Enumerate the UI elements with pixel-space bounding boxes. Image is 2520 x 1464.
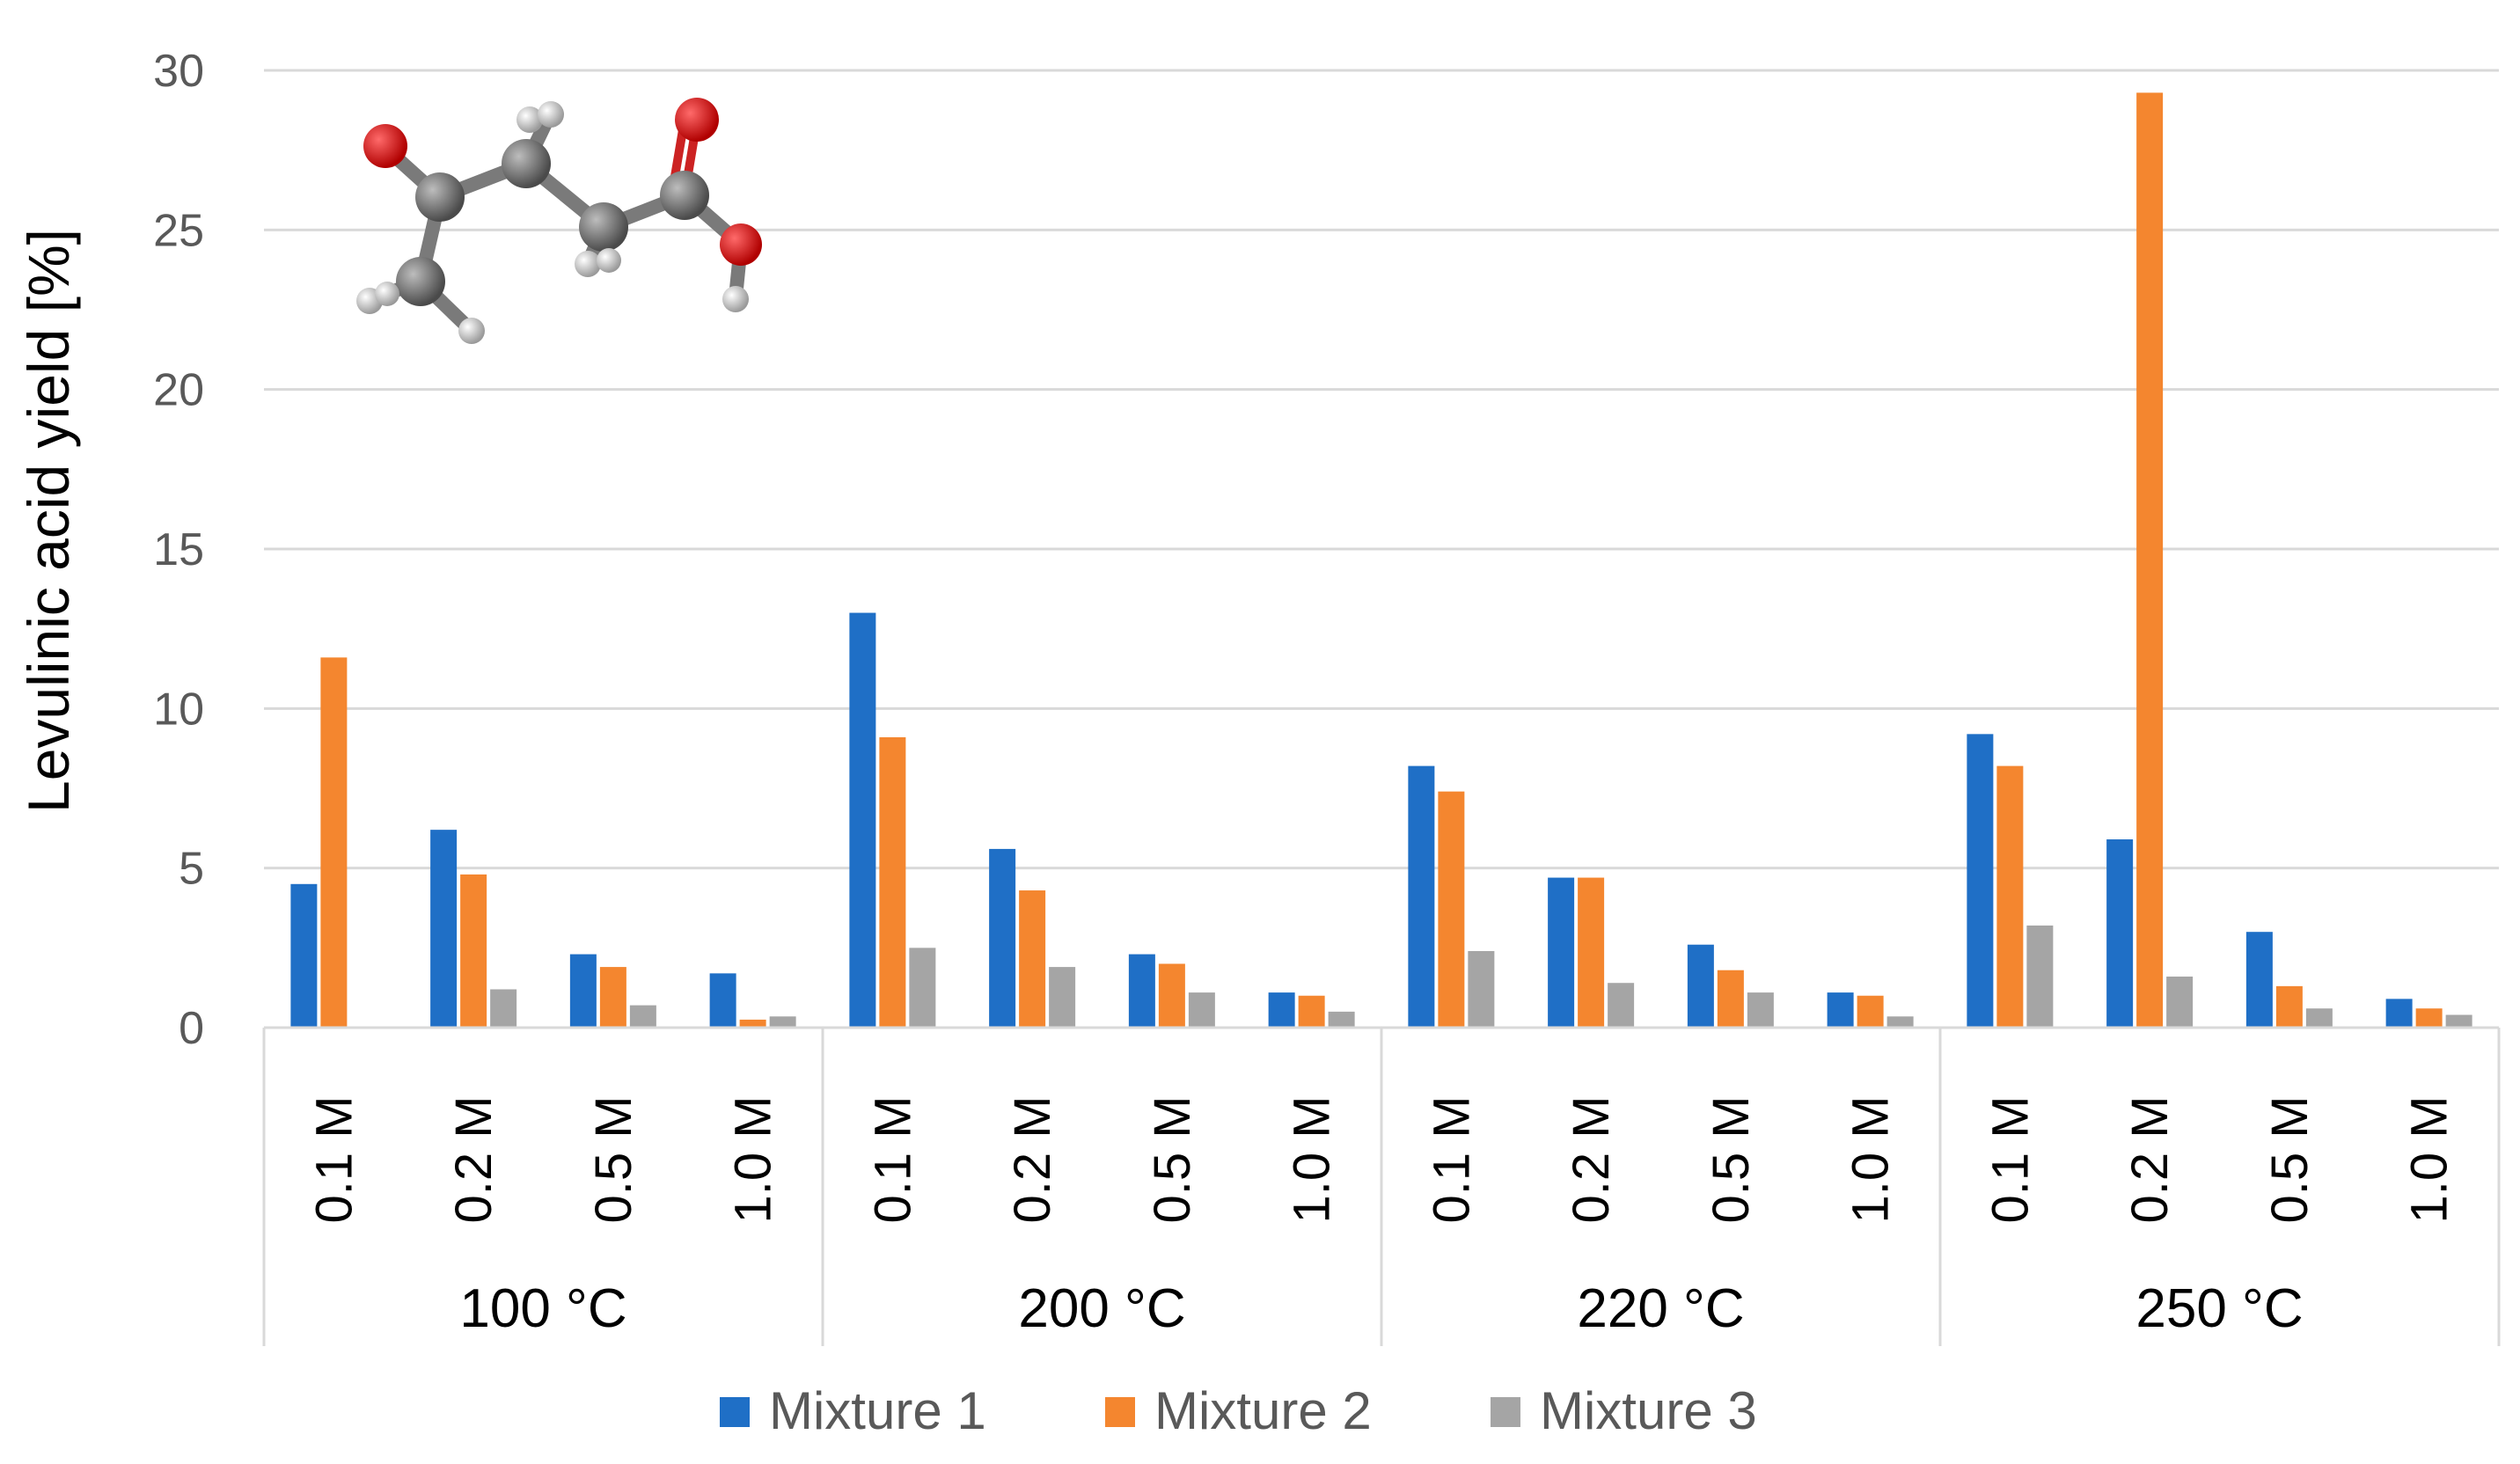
bar-mixture-3-11: [1886, 1016, 1914, 1028]
legend-label-2: Mixture 2: [1154, 1381, 1372, 1440]
y-tick-label: 25: [153, 205, 204, 256]
y-tick-label: 0: [179, 1003, 204, 1054]
y-tick-label: 5: [179, 844, 204, 895]
bar-mixture-2-14: [2275, 985, 2303, 1028]
category-label: 0.5 M: [585, 1095, 642, 1223]
category-label: 1.0 M: [1842, 1095, 1900, 1223]
bar-mixture-1-5: [989, 848, 1016, 1028]
bar-mixture-2-12: [1996, 765, 2024, 1028]
category-label: 0.5 M: [1703, 1095, 1760, 1223]
bar-mixture-3-13: [2166, 976, 2194, 1028]
category-label: 0.2 M: [445, 1095, 502, 1223]
legend-swatch-1: [720, 1397, 750, 1427]
category-label: 0.2 M: [1004, 1095, 1061, 1223]
bar-mixture-2-15: [2415, 1008, 2443, 1028]
category-label: 0.1 M: [305, 1095, 363, 1223]
group-labels: 100 °C 200 °C 220 °C 250 °C: [459, 1278, 2303, 1339]
y-tick-label: 30: [153, 46, 204, 97]
y-axis-label: Levulinic acid yield [%]: [16, 229, 81, 813]
category-label: 0.1 M: [864, 1095, 921, 1223]
bars: [290, 92, 2472, 1028]
y-tick-label: 10: [153, 684, 204, 735]
bar-mixture-2-9: [1578, 877, 1605, 1028]
bar-mixture-2-8: [1438, 791, 1465, 1028]
bar-mixture-1-10: [1687, 944, 1714, 1028]
bar-mixture-2-6: [1158, 963, 1185, 1028]
bar-mixture-1-13: [2106, 839, 2134, 1028]
category-label: 0.1 M: [1423, 1095, 1480, 1223]
bar-mixture-1-15: [2385, 999, 2413, 1028]
bar-mixture-1-14: [2245, 932, 2273, 1028]
group-label: 250 °C: [2135, 1278, 2303, 1339]
bar-mixture-1-7: [1268, 992, 1295, 1028]
bar-mixture-1-4: [849, 612, 876, 1028]
category-label: 0.5 M: [1144, 1095, 1201, 1223]
category-label: 1.0 M: [1284, 1095, 1341, 1223]
bar-mixture-3-4: [909, 948, 936, 1028]
bar-mixture-2-3: [739, 1019, 766, 1028]
bar-mixture-2-2: [599, 967, 626, 1028]
bar-mixture-2-5: [1019, 890, 1046, 1028]
bar-mixture-3-2: [629, 1005, 656, 1028]
bar-mixture-3-12: [2026, 925, 2054, 1028]
category-label: 1.0 M: [725, 1095, 782, 1223]
bar-mixture-1-11: [1827, 992, 1854, 1028]
legend: Mixture 1 Mixture 2 Mixture 3: [720, 1381, 1757, 1440]
bar-mixture-3-15: [2445, 1014, 2472, 1028]
group-label: 220 °C: [1577, 1278, 1744, 1339]
category-separators: [262, 1026, 2501, 1346]
bar-mixture-3-6: [1188, 992, 1215, 1028]
group-label: 200 °C: [1018, 1278, 1185, 1339]
legend-swatch-3: [1491, 1397, 1520, 1427]
legend-label-1: Mixture 1: [769, 1381, 986, 1440]
bar-mixture-2-1: [460, 874, 487, 1028]
bar-mixture-3-14: [2305, 1008, 2333, 1028]
bar-mixture-2-4: [879, 736, 906, 1028]
legend-swatch-2: [1105, 1397, 1135, 1427]
bar-mixture-1-1: [430, 830, 458, 1028]
category-label: 0.2 M: [2121, 1095, 2179, 1223]
bar-mixture-1-3: [709, 973, 736, 1028]
bar-mixture-2-0: [320, 657, 348, 1028]
levulinic-acid-molecule-image: [356, 98, 762, 344]
y-tick-label: 15: [153, 524, 204, 575]
bar-mixture-1-0: [290, 883, 318, 1028]
bar-mixture-3-8: [1468, 950, 1495, 1028]
category-label: 1.0 M: [2401, 1095, 2458, 1223]
gridlines: [264, 69, 2499, 1029]
bar-mixture-3-7: [1328, 1011, 1355, 1028]
legend-label-3: Mixture 3: [1540, 1381, 1757, 1440]
bar-mixture-1-8: [1408, 765, 1435, 1028]
bar-mixture-1-9: [1548, 877, 1575, 1028]
bar-mixture-1-6: [1128, 954, 1155, 1028]
bar-mixture-3-9: [1608, 983, 1635, 1028]
bar-mixture-3-1: [490, 989, 517, 1028]
bar-mixture-3-5: [1049, 967, 1076, 1028]
bar-mixture-2-7: [1298, 995, 1325, 1028]
category-label: 0.1 M: [1982, 1095, 2039, 1223]
bar-mixture-1-2: [569, 954, 597, 1028]
bar-mixture-2-10: [1717, 970, 1744, 1028]
bar-mixture-3-3: [769, 1016, 796, 1028]
group-label: 100 °C: [459, 1278, 626, 1339]
bar-mixture-2-11: [1857, 995, 1884, 1028]
y-axis-ticks: 0 5 10 15 20 25 30: [153, 46, 204, 1054]
category-labels: 0.1 M 0.2 M 0.5 M 1.0 M 0.1 M 0.2 M 0.5 M 1.0 M…: [305, 1095, 2458, 1223]
bar-mixture-1-12: [1967, 734, 1994, 1028]
category-label: 0.5 M: [2261, 1095, 2319, 1223]
category-label: 0.2 M: [1563, 1095, 1620, 1223]
bar-mixture-2-13: [2136, 92, 2164, 1028]
y-tick-label: 20: [153, 365, 204, 416]
bar-mixture-3-10: [1747, 992, 1774, 1028]
